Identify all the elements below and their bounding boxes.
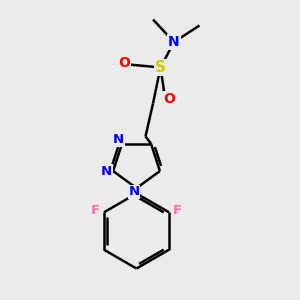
Text: N: N [168, 35, 180, 49]
Text: O: O [118, 56, 130, 70]
Text: N: N [113, 134, 124, 146]
Text: O: O [164, 92, 175, 106]
Text: F: F [91, 204, 100, 217]
Text: F: F [173, 204, 182, 217]
Text: S: S [155, 60, 166, 75]
Text: N: N [101, 165, 112, 178]
Text: N: N [128, 185, 140, 198]
